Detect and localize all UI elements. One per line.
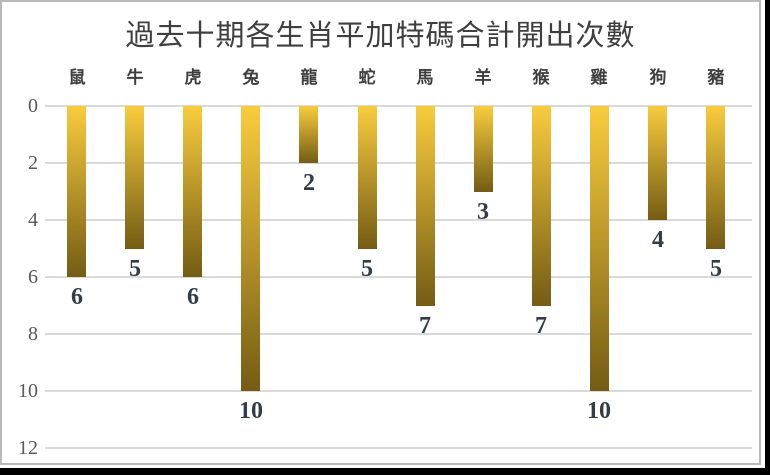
bar (532, 106, 551, 306)
category-label: 豬 (707, 68, 725, 87)
y-axis-tick-label: 12 (18, 437, 38, 459)
bar-value-label: 5 (710, 256, 722, 282)
y-axis-tick-label: 8 (28, 323, 38, 345)
category-label: 狗 (649, 68, 667, 87)
bar (416, 106, 435, 306)
bar (706, 106, 725, 249)
bar (183, 106, 202, 277)
y-axis-tick-label: 2 (28, 152, 38, 174)
bar (358, 106, 377, 249)
y-axis-tick-label: 10 (18, 380, 38, 402)
bar-value-label: 10 (239, 398, 263, 424)
gridline (45, 219, 752, 221)
gridline (45, 447, 752, 449)
gridline (45, 105, 752, 107)
gridline (45, 333, 752, 335)
bar-value-label: 4 (652, 227, 664, 253)
bar (299, 106, 318, 163)
category-label: 雞 (590, 68, 608, 87)
bar (648, 106, 667, 220)
bar-value-label: 6 (187, 284, 199, 310)
bar (474, 106, 493, 192)
bar-value-label: 7 (535, 313, 547, 339)
bar (590, 106, 609, 391)
category-label: 虎 (184, 68, 202, 87)
category-label: 牛 (126, 68, 144, 87)
bar-value-label: 5 (361, 256, 373, 282)
bar (241, 106, 260, 391)
y-axis-tick-label: 4 (28, 209, 38, 231)
bar-value-label: 10 (587, 398, 611, 424)
gridline (45, 276, 752, 278)
gridline (45, 390, 752, 392)
window-edge-bottom (0, 468, 770, 475)
bar-value-label: 6 (71, 284, 83, 310)
bar (125, 106, 144, 249)
bar-value-label: 2 (303, 170, 315, 196)
chart-title: 過去十期各生肖平加特碼合計開出次數 (125, 20, 636, 52)
category-label: 龍 (300, 68, 318, 87)
bar-value-label: 7 (419, 313, 431, 339)
category-label: 馬 (416, 68, 434, 87)
y-axis-tick-label: 0 (28, 95, 38, 117)
bar-value-label: 5 (129, 256, 141, 282)
window-edge-right (765, 0, 770, 475)
category-label: 兔 (242, 68, 260, 87)
y-axis-tick-label: 6 (28, 266, 38, 288)
category-label: 鼠 (68, 68, 86, 87)
category-label: 蛇 (358, 68, 376, 87)
bar (67, 106, 86, 277)
gridline (45, 162, 752, 164)
category-label: 猴 (532, 68, 550, 87)
category-label: 羊 (474, 68, 492, 87)
bar-value-label: 3 (477, 199, 489, 225)
